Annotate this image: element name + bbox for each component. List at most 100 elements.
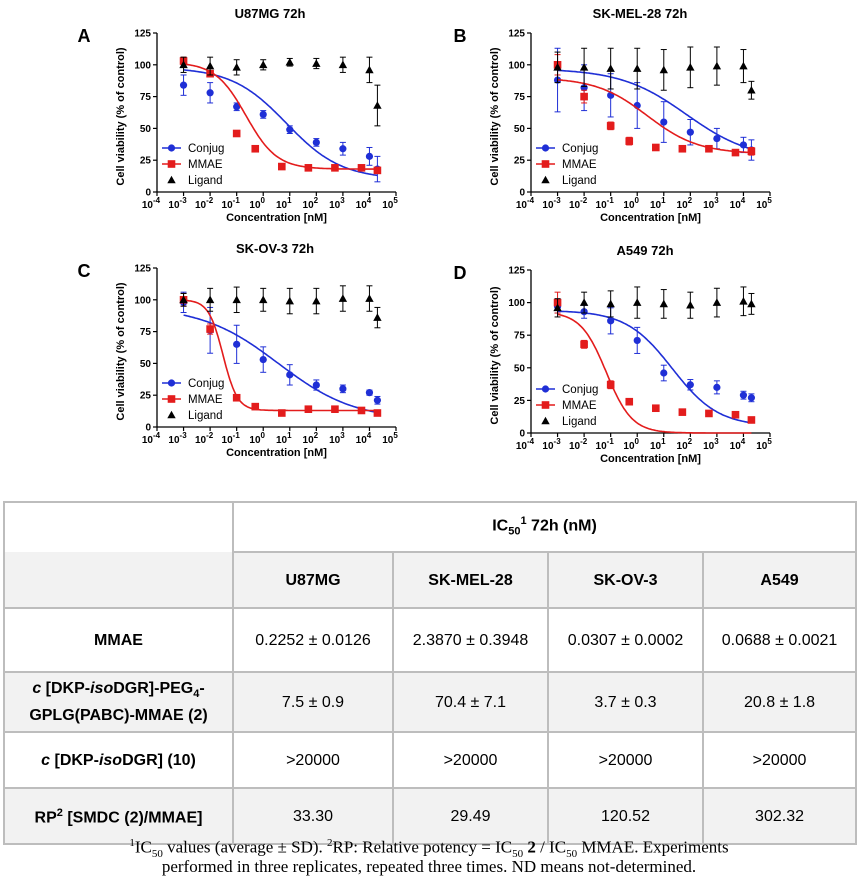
data-point [206, 325, 214, 333]
table-cell: 2.3870 ± 0.3948 [392, 607, 549, 673]
x-tick-label: 10-3 [542, 437, 561, 452]
fit-curve [183, 314, 378, 414]
data-point [251, 402, 260, 411]
x-tick-label: 101 [276, 196, 292, 211]
data-point [365, 389, 374, 397]
x-tick-label: 105 [382, 196, 398, 211]
data-point [357, 406, 366, 415]
data-point [233, 103, 241, 111]
data-point [331, 405, 339, 413]
data-point [286, 371, 294, 379]
fit-curve [557, 79, 752, 154]
y-tick-label: 100 [134, 60, 151, 71]
chart-panel-d: D A549 72h 0 25 50 75 100 125 10-4 10-3 10-2 10-1 10… [454, 243, 773, 465]
chart-panel-c: C SK-OV-3 72h 0 25 50 75 100 125 10-4 10-3 10-2 10-… [78, 241, 399, 459]
data-point [606, 299, 615, 308]
chart-title: SK-OV-3 72h [236, 241, 314, 256]
x-axis-label: Concentration [nM] [600, 212, 701, 224]
data-point [365, 294, 374, 302]
y-tick-label: 75 [140, 92, 152, 103]
data-point [633, 64, 642, 72]
data-point [747, 416, 756, 424]
y-tick-label: 100 [508, 60, 525, 71]
data-point [580, 84, 588, 92]
data-point [286, 126, 294, 134]
table-cell: 3.7 ± 0.3 [547, 671, 704, 733]
data-point [285, 57, 294, 66]
x-tick-label: 103 [329, 431, 345, 446]
x-tick-label: 103 [329, 196, 345, 211]
data-point [606, 122, 615, 130]
legend: Conjug MMAE Ligand [162, 143, 224, 187]
legend-marker [541, 416, 550, 425]
fit-curve [557, 69, 752, 150]
table-cell: 20.8 ± 1.8 [701, 671, 858, 733]
data-point [331, 164, 339, 172]
data-point [659, 299, 668, 308]
data-point [373, 101, 382, 109]
x-tick-label: 10-3 [168, 196, 187, 211]
data-point [686, 63, 695, 71]
legend-label: MMAE [188, 394, 223, 406]
x-tick-label: 102 [677, 437, 693, 452]
x-tick-label: 104 [356, 196, 372, 211]
table-cell: 70.4 ± 7.1 [392, 671, 549, 733]
data-point [660, 369, 668, 377]
x-tick-label: 10-1 [222, 431, 241, 446]
y-axis-label: Cell viability (% of control) [489, 47, 501, 185]
data-point [660, 118, 668, 126]
data-point [179, 81, 188, 89]
panel-letter: B [454, 26, 467, 46]
legend-label: Ligand [188, 175, 223, 187]
legend-label: Ligand [562, 175, 597, 187]
data-point [312, 381, 320, 389]
x-axis-label: Concentration [nM] [226, 447, 327, 459]
data-point [232, 393, 241, 402]
fit-curve [557, 313, 752, 434]
table-cell: >20000 [547, 731, 704, 789]
ic50-table: IC501 72h (nM) U87MG SK-MEL-28 SK-OV-3 A… [3, 501, 858, 845]
data-point [304, 164, 313, 172]
data-point [739, 296, 748, 305]
series-mmae [553, 54, 756, 157]
data-point [678, 408, 687, 416]
data-point [739, 61, 748, 70]
x-tick-label: 10-1 [222, 196, 241, 211]
x-tick-label: 105 [382, 431, 398, 446]
y-tick-label: 125 [134, 29, 151, 40]
data-point [232, 295, 241, 304]
data-point [580, 340, 588, 349]
table-cell: >20000 [392, 731, 549, 789]
x-tick-label: 10-2 [569, 196, 588, 211]
y-tick-label: 25 [140, 391, 152, 402]
data-point [580, 92, 588, 101]
column-header-u87mg: U87MG [232, 551, 394, 609]
data-point [338, 60, 348, 69]
data-point [747, 147, 756, 156]
y-tick-label: 75 [514, 331, 526, 342]
y-tick-label: 25 [140, 156, 152, 167]
table-cell: 0.0688 ± 0.0021 [701, 607, 858, 673]
column-header-sk-mel-28: SK-MEL-28 [392, 551, 549, 609]
data-point [747, 394, 756, 402]
legend-label: Conjug [562, 384, 598, 396]
data-point [373, 166, 382, 175]
y-tick-label: 125 [134, 264, 151, 275]
data-point [338, 294, 348, 302]
y-tick-label: 25 [514, 396, 526, 407]
x-tick-label: 103 [703, 196, 719, 211]
data-point [625, 137, 634, 145]
y-tick-label: 125 [508, 266, 525, 277]
table-header-row: U87MG SK-MEL-28 SK-OV-3 A549 [3, 551, 858, 609]
data-point [339, 145, 347, 153]
data-point [606, 380, 615, 389]
panel-letter: D [454, 263, 467, 283]
data-point [339, 385, 347, 393]
x-tick-label: 10-3 [542, 196, 561, 211]
x-axis-label: Concentration [nM] [226, 212, 327, 224]
x-tick-label: 10-2 [195, 196, 214, 211]
legend: Conjug MMAE Ligand [162, 378, 224, 422]
series-conjug [179, 291, 382, 414]
data-point [373, 409, 382, 417]
data-point [625, 397, 634, 406]
